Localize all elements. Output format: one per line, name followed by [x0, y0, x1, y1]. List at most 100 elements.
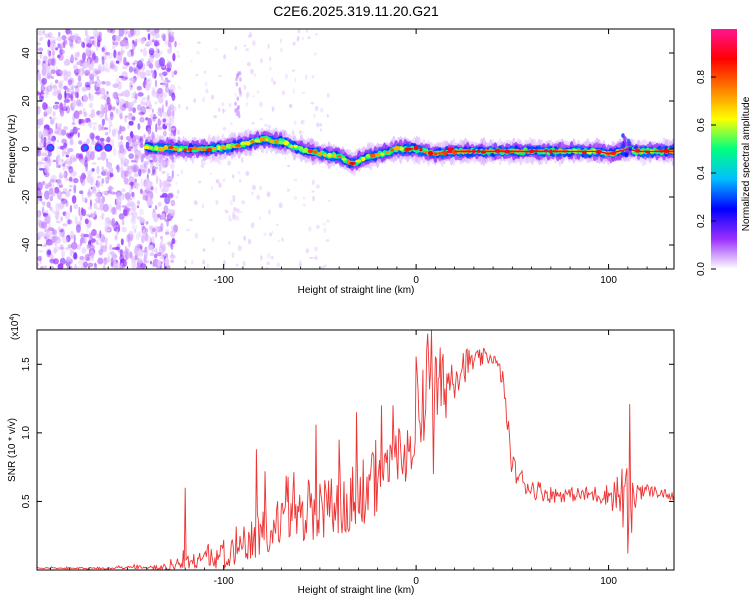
spectrogram-cell: [303, 203, 306, 207]
spectrogram-cell: [175, 182, 178, 185]
spectrogram-cell: [86, 225, 89, 234]
spectrogram-cell: [442, 150, 448, 155]
spectrogram-cell: [134, 93, 138, 100]
spectrogram-cell: [127, 200, 131, 205]
spectrogram-cell: [231, 194, 236, 198]
spectrogram-cell: [147, 117, 152, 128]
spectrogram-cell: [107, 164, 112, 171]
spectrogram-cell: [293, 178, 298, 182]
spectrogram-cell: [54, 101, 60, 105]
spectrogram-cell: [60, 198, 68, 204]
spectrogram-cell: [53, 229, 58, 236]
spectrogram-cell: [349, 161, 356, 165]
spectrogram-cell: [135, 182, 138, 185]
spectrogram-cell: [170, 252, 174, 257]
spectrogram-cell: [123, 260, 128, 267]
spectrogram-cell: [213, 115, 217, 119]
y-tick-label: -40: [21, 237, 32, 252]
spectrogram-cell: [162, 118, 167, 123]
spectrogram-cell: [311, 75, 315, 79]
colorbar-tick-label: 0.2: [696, 214, 707, 228]
spectrogram-cell: [528, 149, 535, 153]
spectrogram-cell: [116, 164, 120, 173]
spectrogram-cell: [74, 85, 79, 89]
spectrogram-cell: [55, 47, 59, 51]
spectrogram-cell: [103, 117, 109, 121]
spectrogram-cell: [151, 91, 158, 98]
spectrogram-cell: [256, 194, 261, 200]
spectrogram-cell: [162, 181, 168, 189]
spectrogram-cell: [184, 259, 188, 265]
spectrogram-cell: [136, 248, 142, 252]
spectrogram-cell: [128, 230, 134, 236]
spectrogram-cell: [148, 63, 154, 69]
y-tick-label: 0: [21, 146, 32, 152]
spectrogram-cell: [170, 229, 176, 238]
spectrogram-cell: [101, 81, 106, 85]
spectrogram-cell: [138, 250, 144, 257]
spectrogram-cell: [251, 122, 255, 125]
spectrogram-cell: [82, 145, 88, 150]
spectrogram-cell: [117, 54, 123, 63]
spectrogram-cell: [108, 124, 112, 134]
spectrogram-cell: [109, 172, 114, 178]
spectrogram-cell: [120, 158, 124, 166]
spectrogram-cell: [76, 265, 84, 269]
spectrogram-cell: [170, 225, 175, 230]
spectrogram-cell: [54, 186, 60, 194]
spectrogram-cell: [69, 84, 72, 93]
spectrogram-cell: [66, 236, 69, 243]
spectrogram-cell: [99, 215, 105, 218]
spectrogram-cell: [101, 166, 104, 173]
spectrogram-cell: [311, 179, 315, 185]
spectrogram-cell: [103, 127, 109, 130]
spectrogram-cell: [134, 154, 139, 164]
spectrogram-cell: [242, 260, 246, 267]
spectrogram-cell: [146, 235, 152, 244]
spectrogram-cell: [106, 91, 109, 95]
spectrogram-cell: [222, 179, 226, 182]
spectrogram-cell: [131, 212, 134, 216]
spectrogram-cell: [196, 50, 200, 55]
spectrogram-cell: [157, 213, 161, 218]
spectrogram-cell: [37, 59, 41, 66]
spectrogram-cell: [131, 215, 135, 223]
spectrogram-cell: [49, 258, 56, 264]
spectrogram-cell: [107, 186, 115, 190]
spectrogram-cell: [296, 38, 299, 42]
spectrogram-cell: [316, 184, 320, 189]
spectrogram-cell: [269, 139, 274, 143]
spectrogram-cell: [122, 127, 125, 132]
spectrogram-cell: [42, 29, 45, 35]
spectrogram-cell: [238, 71, 242, 76]
spectrogram-cell: [159, 256, 165, 260]
spectrogram-cell: [55, 179, 62, 184]
spectrogram-cell: [71, 195, 77, 204]
spectrogram-cell: [67, 70, 72, 78]
spectrogram-cell: [151, 173, 154, 176]
spectrogram-cell: [102, 264, 106, 269]
spectrogram-cell: [48, 187, 54, 195]
spectrogram-cell: [121, 226, 127, 233]
spectrogram-cell: [76, 61, 81, 66]
spectrogram-cell: [235, 111, 239, 117]
spectrogram-cell: [133, 67, 137, 72]
spectrogram-cell: [151, 227, 156, 233]
spectrogram-cell: [106, 145, 111, 150]
spectrogram-cell: [130, 85, 133, 88]
spectrogram-cell: [63, 142, 68, 148]
colorbar-tick-label: 0.6: [696, 118, 707, 132]
spectrogram-x-ticks: -100 0 100: [50, 29, 667, 286]
spectrogram-cell: [139, 143, 144, 149]
spectrogram-cell: [128, 239, 131, 248]
spectrogram-cell: [154, 167, 157, 177]
spectrogram-cell: [142, 47, 148, 57]
spectrogram-cell: [117, 249, 124, 253]
spectrogram-cell: [188, 218, 193, 221]
spectrogram-cell: [164, 257, 170, 267]
spectrogram-cell: [157, 118, 161, 127]
spectrogram-cell: [309, 256, 313, 260]
spectrogram-cell: [78, 110, 83, 115]
spectrogram-cell: [120, 49, 124, 57]
spectrogram-cell: [327, 199, 332, 203]
